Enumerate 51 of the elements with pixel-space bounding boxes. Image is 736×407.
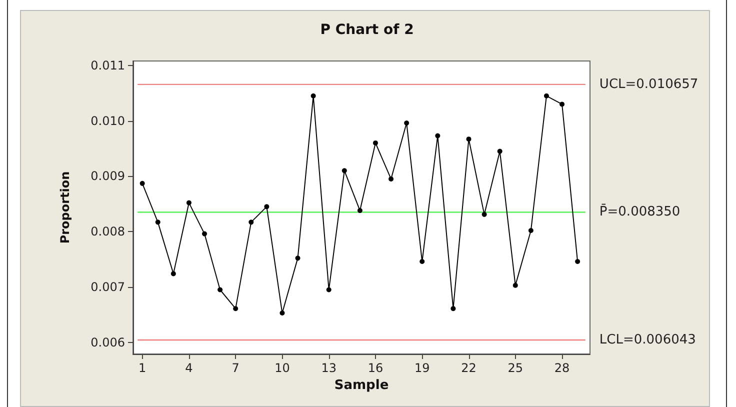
x-tick-label: 1 [138, 361, 146, 375]
point [280, 310, 285, 316]
x-tick-label: 4 [185, 361, 193, 375]
point [264, 204, 270, 210]
point [372, 140, 378, 146]
x-axis-title: Sample [334, 378, 389, 393]
x-tick-label: 16 [368, 361, 384, 375]
y-tick-label: 0.008 [90, 224, 125, 239]
point [310, 93, 316, 98]
point [404, 120, 410, 126]
point [233, 306, 238, 312]
x-tick-label: 28 [554, 361, 570, 375]
y-tick-label: 0.009 [90, 169, 125, 184]
y-axis-title: Proportion [58, 171, 72, 244]
point [512, 282, 518, 288]
point [544, 93, 549, 98]
point [528, 228, 534, 233]
x-tick-label: 7 [232, 361, 240, 375]
point [450, 306, 456, 312]
point [218, 287, 223, 292]
point [248, 220, 254, 225]
point [295, 256, 300, 261]
point [388, 176, 394, 182]
y-tick-label: 0.006 [90, 335, 125, 350]
point [186, 200, 192, 206]
point [420, 259, 425, 264]
x-tick-label: 25 [508, 361, 524, 375]
ref-line-label: P̄=0.008350 [599, 203, 680, 220]
point [326, 287, 332, 292]
x-tick-label: 19 [414, 361, 430, 375]
x-tick-label: 10 [274, 361, 290, 375]
ref-line-label: LCL=0.006043 [599, 332, 696, 348]
point [575, 259, 580, 264]
point [435, 133, 440, 138]
point [466, 136, 472, 142]
point [342, 168, 347, 174]
y-tick-label: 0.011 [90, 58, 125, 72]
x-tick-label: 22 [461, 361, 476, 375]
point [202, 231, 208, 236]
point [482, 212, 487, 217]
y-tick-label: 0.007 [90, 280, 125, 294]
y-tick-label: 0.010 [90, 114, 125, 128]
point [560, 102, 565, 107]
point [155, 220, 160, 225]
point [140, 180, 145, 186]
point [497, 148, 502, 154]
point [357, 208, 362, 214]
x-tick-label: 13 [321, 361, 336, 375]
point [170, 271, 176, 276]
chart-title: P Chart of 2 [320, 22, 414, 38]
ref-line-label: UCL=0.010657 [599, 76, 698, 92]
